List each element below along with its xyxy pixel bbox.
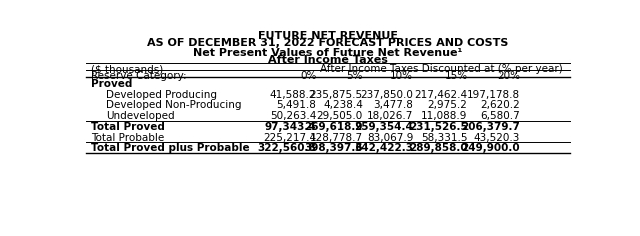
Text: 20%: 20% bbox=[497, 71, 520, 81]
Text: 322,560.8: 322,560.8 bbox=[258, 143, 316, 153]
Text: After Income Taxes: After Income Taxes bbox=[268, 55, 388, 65]
Text: 3,477.8: 3,477.8 bbox=[373, 100, 413, 110]
Text: 41,588.2: 41,588.2 bbox=[270, 89, 316, 100]
Text: FUTURE NET REVENUE: FUTURE NET REVENUE bbox=[258, 31, 398, 41]
Text: 18,026.7: 18,026.7 bbox=[367, 111, 413, 121]
Text: 259,354.4: 259,354.4 bbox=[355, 122, 413, 132]
Text: 97,343.4: 97,343.4 bbox=[264, 122, 316, 132]
Text: 269,618.9: 269,618.9 bbox=[305, 122, 363, 132]
Text: 43,520.3: 43,520.3 bbox=[474, 133, 520, 143]
Text: After Income Taxes Discounted at (% per year): After Income Taxes Discounted at (% per … bbox=[320, 64, 563, 74]
Text: Developed Producing: Developed Producing bbox=[106, 89, 218, 100]
Text: 289,858.0: 289,858.0 bbox=[409, 143, 467, 153]
Text: 217,462.4: 217,462.4 bbox=[414, 89, 467, 100]
Text: 206,379.7: 206,379.7 bbox=[461, 122, 520, 132]
Text: ($ thousands): ($ thousands) bbox=[91, 64, 163, 74]
Text: 11,088.9: 11,088.9 bbox=[421, 111, 467, 121]
Text: AS OF DECEMBER 31, 2022 FORECAST PRICES AND COSTS: AS OF DECEMBER 31, 2022 FORECAST PRICES … bbox=[147, 38, 509, 48]
Text: Proved: Proved bbox=[91, 79, 132, 89]
Text: 4,238.4: 4,238.4 bbox=[323, 100, 363, 110]
Text: 235,875.5: 235,875.5 bbox=[310, 89, 363, 100]
Text: 5%: 5% bbox=[346, 71, 363, 81]
Text: Net Present Values of Future Net Revenue¹: Net Present Values of Future Net Revenue… bbox=[193, 48, 463, 58]
Text: 342,422.3: 342,422.3 bbox=[355, 143, 413, 153]
Text: 15%: 15% bbox=[444, 71, 467, 81]
Text: 2,620.2: 2,620.2 bbox=[481, 100, 520, 110]
Text: Total Proved: Total Proved bbox=[91, 122, 164, 132]
Text: 197,178.8: 197,178.8 bbox=[467, 89, 520, 100]
Text: 225,217.4: 225,217.4 bbox=[263, 133, 316, 143]
Text: Developed Non-Producing: Developed Non-Producing bbox=[106, 100, 242, 110]
Text: 0%: 0% bbox=[300, 71, 316, 81]
Text: 249,900.0: 249,900.0 bbox=[461, 143, 520, 153]
Text: 29,505.0: 29,505.0 bbox=[317, 111, 363, 121]
Text: 2,975.2: 2,975.2 bbox=[428, 100, 467, 110]
Text: 128,778.7: 128,778.7 bbox=[310, 133, 363, 143]
Text: 58,331.5: 58,331.5 bbox=[421, 133, 467, 143]
Text: 10%: 10% bbox=[390, 71, 413, 81]
Text: 5,491.8: 5,491.8 bbox=[276, 100, 316, 110]
Text: 237,850.0: 237,850.0 bbox=[360, 89, 413, 100]
Text: Total Proved plus Probable: Total Proved plus Probable bbox=[91, 143, 250, 153]
Text: 398,397.6: 398,397.6 bbox=[304, 143, 363, 153]
Text: 6,580.7: 6,580.7 bbox=[481, 111, 520, 121]
Text: 231,526.5: 231,526.5 bbox=[409, 122, 467, 132]
Text: 50,263.4: 50,263.4 bbox=[270, 111, 316, 121]
Text: Total Probable: Total Probable bbox=[91, 133, 164, 143]
Text: Undeveloped: Undeveloped bbox=[106, 111, 175, 121]
Text: 83,067.9: 83,067.9 bbox=[367, 133, 413, 143]
Text: Reserve Category:: Reserve Category: bbox=[91, 71, 186, 81]
